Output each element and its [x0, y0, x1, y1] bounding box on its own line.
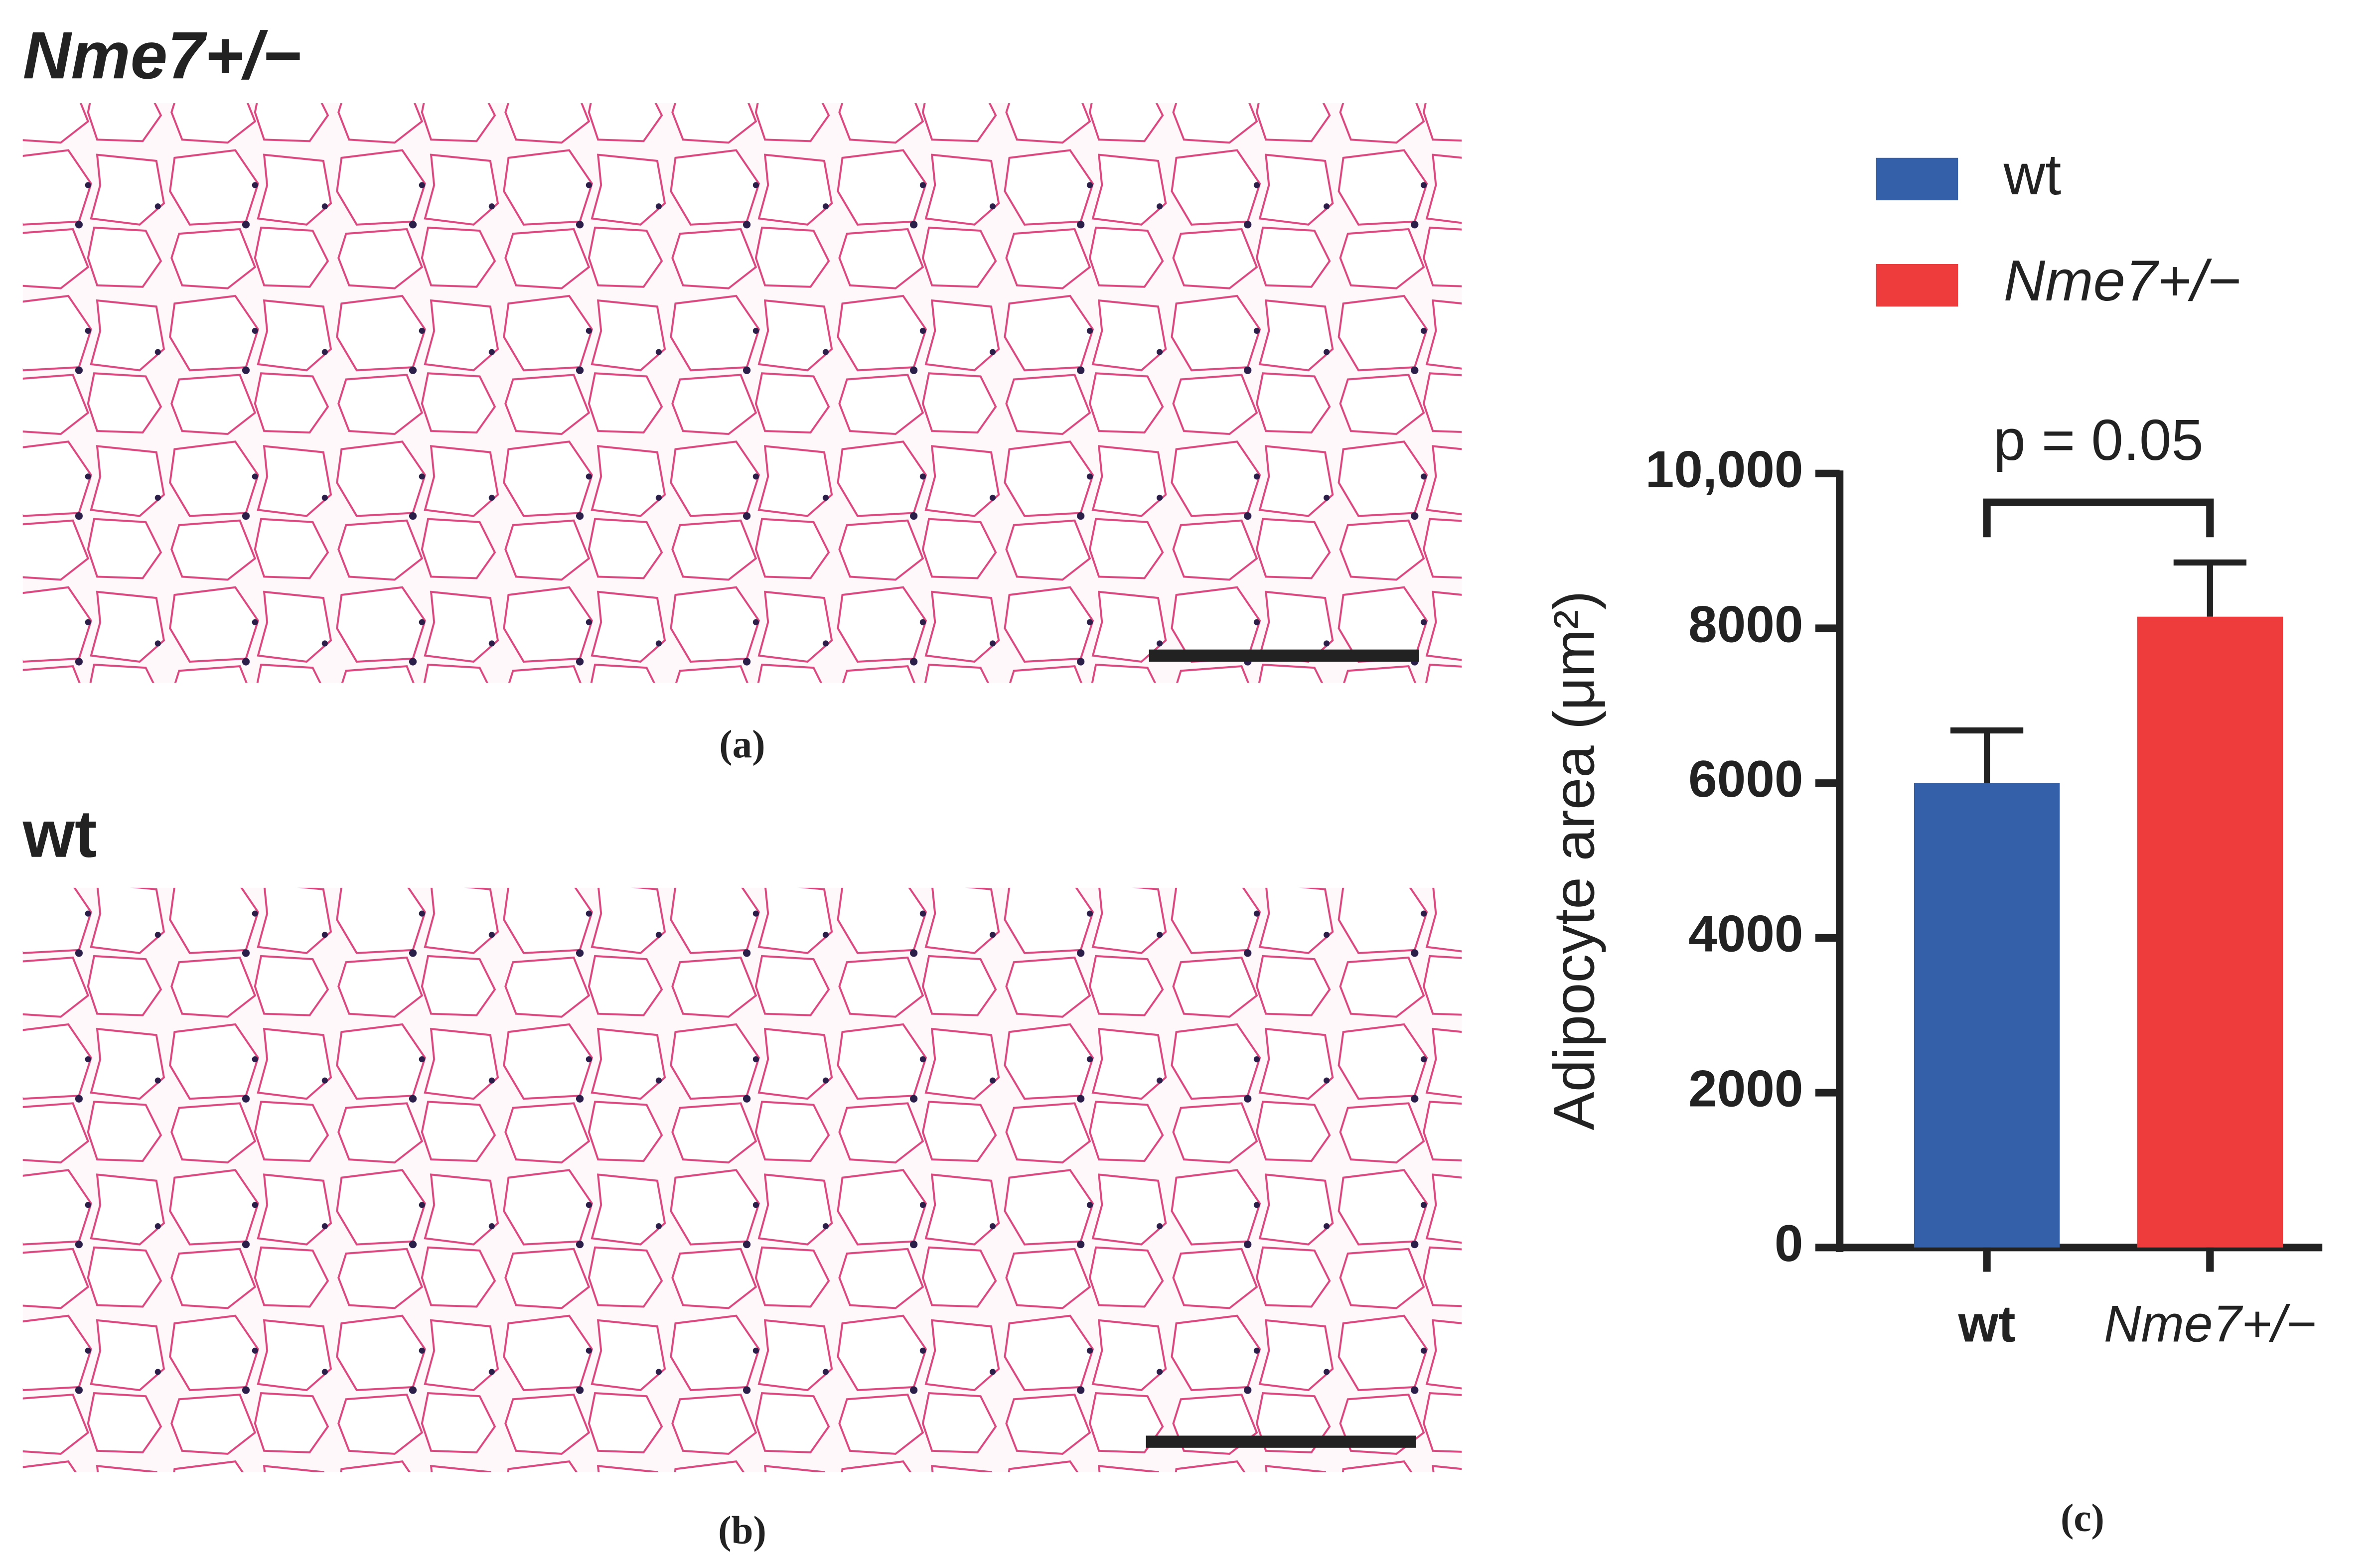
- y-tick-label: 6000: [1688, 750, 1803, 808]
- legend-swatch: [1876, 157, 1958, 201]
- y-axis-title: Adipocyte area (μm²): [1541, 591, 1606, 1131]
- x-tick-label: wt: [1958, 1295, 2016, 1353]
- significance-bracket: [1983, 498, 2214, 538]
- scale-bar: [1146, 1435, 1416, 1448]
- histology-image: [22, 887, 1462, 1472]
- y-tick-label: 2000: [1688, 1059, 1803, 1117]
- panel-label: (c): [2061, 1496, 2104, 1540]
- histology-image: [22, 103, 1462, 683]
- panel-title: wt: [22, 797, 97, 871]
- y-tick-label: 4000: [1688, 905, 1803, 963]
- bar: [1914, 783, 2060, 1248]
- bar-chart: 0 2000 4000 6000 8000 10,000 Adipocyte area (μ…: [1541, 142, 2323, 1353]
- panel-label: (b): [718, 1509, 766, 1553]
- legend-label: wt: [2003, 142, 2062, 207]
- y-tick-label: 8000: [1688, 595, 1803, 653]
- panel-label: (a): [719, 722, 765, 766]
- panel-title: Nme7+/−: [23, 18, 301, 93]
- legend-swatch: [1876, 264, 1958, 307]
- x-tick-label: Nme7+/−: [2104, 1295, 2316, 1353]
- scale-bar: [1149, 649, 1419, 662]
- bar: [2137, 616, 2283, 1248]
- legend-label: Nme7+/−: [2004, 248, 2241, 313]
- y-tick-label: 10,000: [1645, 440, 1803, 498]
- y-tick-label: 0: [1775, 1214, 1803, 1272]
- annotation: p = 0.05: [1993, 408, 2204, 472]
